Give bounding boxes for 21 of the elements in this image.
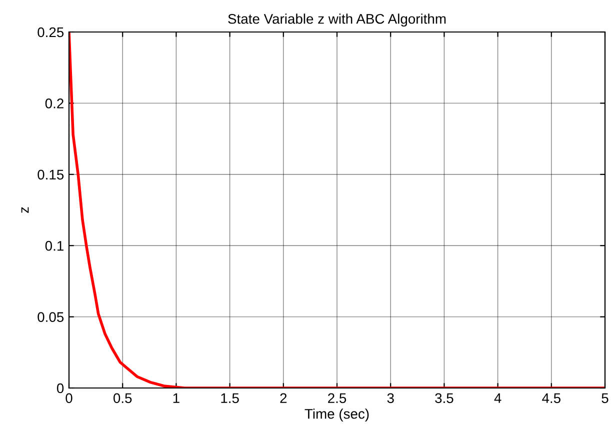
x-tick-label: 0	[66, 393, 72, 404]
y-tick-label: 0.05	[38, 312, 64, 322]
x-tick-label: 0.5	[113, 393, 132, 404]
x-tick-label: 4	[494, 393, 502, 403]
y-tick-label: 0.15	[38, 170, 64, 180]
x-tick-label: 5	[602, 393, 608, 404]
x-tick-label: 2	[280, 393, 287, 403]
line-series	[69, 32, 605, 388]
y-tick-label: 0.2	[45, 98, 64, 108]
y-tick-label: 0	[56, 383, 64, 394]
x-tick-label: 3.5	[435, 393, 454, 404]
y-tick-label: 0.25	[38, 27, 64, 38]
x-tick-label: 1.5	[221, 393, 239, 404]
x-tick-label: 4.5	[542, 393, 560, 404]
x-tick-label: 2.5	[328, 393, 346, 404]
x-axis-title: Time (sec)	[304, 408, 369, 422]
x-tick-label: 3	[387, 393, 394, 404]
y-tick-label: 0.1	[45, 240, 64, 251]
chart-title: State Variable z with ABC Algorithm	[228, 14, 446, 27]
x-tick-label: 1	[173, 393, 180, 403]
y-axis-title: z	[21, 207, 29, 213]
